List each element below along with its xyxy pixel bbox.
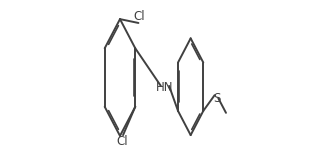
Text: S: S bbox=[213, 92, 220, 105]
Text: Cl: Cl bbox=[116, 135, 128, 148]
Text: HN: HN bbox=[156, 81, 173, 94]
Text: Cl: Cl bbox=[133, 10, 145, 23]
